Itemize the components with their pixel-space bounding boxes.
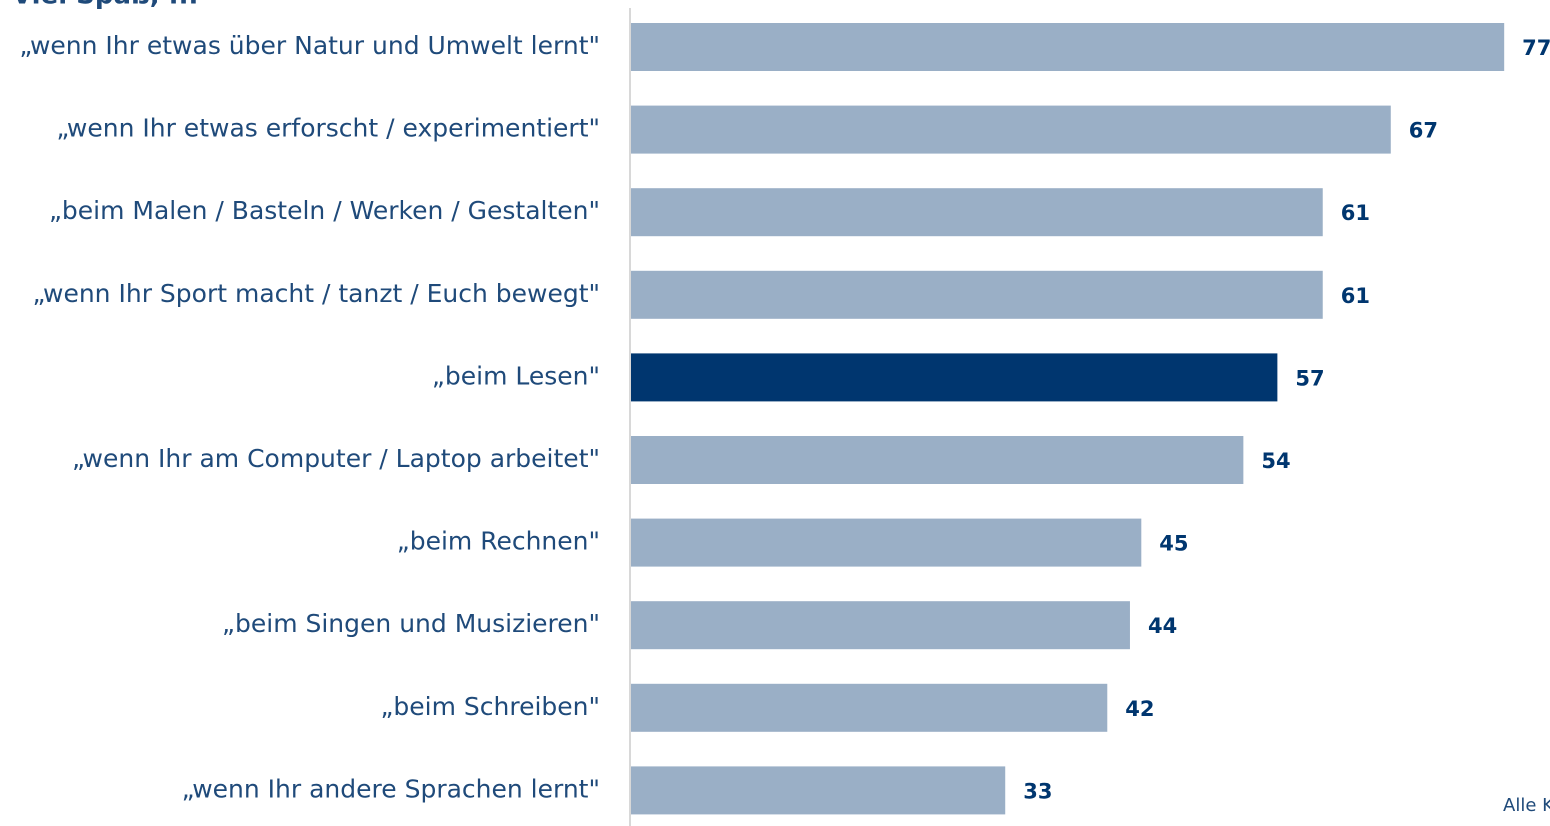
category-label: „wenn Ihr Sport macht / tanzt / Euch bew… <box>32 279 600 308</box>
data-label: 57 <box>1295 366 1324 390</box>
category-label: „wenn Ihr am Computer / Laptop arbeitet" <box>72 444 600 473</box>
data-label: 45 <box>1159 532 1188 556</box>
chart-title: Viel Spaß, ... <box>12 0 198 11</box>
category-label: „beim Lesen" <box>432 361 600 390</box>
data-label: 67 <box>1409 119 1438 143</box>
category-label: „wenn Ihr andere Sprachen lernt" <box>182 774 600 803</box>
bar <box>631 23 1505 71</box>
data-label: 61 <box>1341 201 1370 225</box>
data-label: 61 <box>1341 284 1370 308</box>
category-label: „beim Rechnen" <box>397 527 600 556</box>
category-label: „wenn Ihr etwas über Natur und Umwelt le… <box>19 31 600 60</box>
bar <box>631 436 1244 484</box>
bar <box>631 105 1391 154</box>
bar <box>631 188 1323 237</box>
data-label: 54 <box>1261 449 1290 473</box>
category-label: „wenn Ihr etwas erforscht / experimentie… <box>56 114 600 143</box>
category-label: „beim Malen / Basteln / Werken / Gestalt… <box>49 196 600 225</box>
category-label: „beim Singen und Musizieren" <box>222 609 600 638</box>
data-label: 42 <box>1125 697 1154 721</box>
bar <box>631 683 1108 732</box>
bar <box>631 601 1130 650</box>
category-label: „beim Schreiben" <box>380 692 600 721</box>
bar <box>631 270 1323 319</box>
note: Alle K <box>1503 795 1550 816</box>
data-label: 44 <box>1148 614 1177 638</box>
data-label: 33 <box>1023 779 1052 803</box>
bar <box>631 766 1006 815</box>
bar <box>631 353 1278 402</box>
bar <box>631 518 1142 567</box>
data-label: 77 <box>1522 36 1550 60</box>
